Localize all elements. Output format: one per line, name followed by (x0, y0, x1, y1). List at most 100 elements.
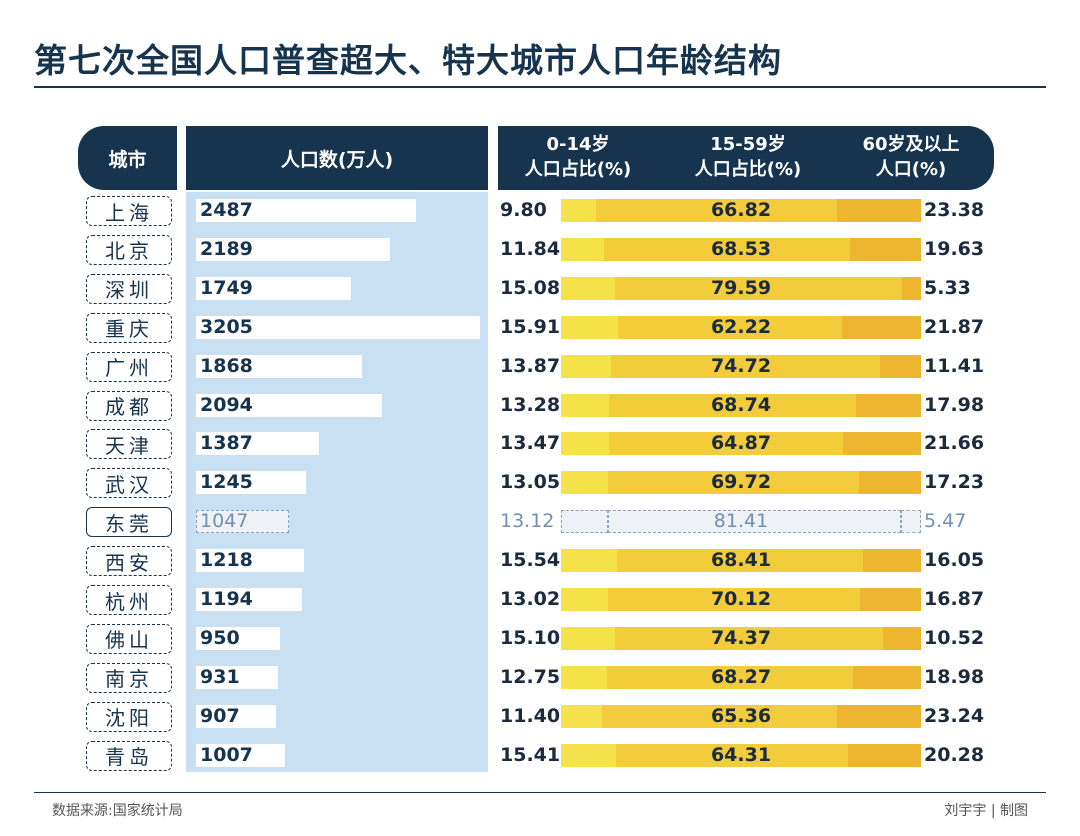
age-structure-bar (561, 510, 921, 534)
table-row: 西安 1218 15.54 68.41 16.05 (0, 542, 1080, 581)
header-age-0-14-line1: 0-14岁 (546, 134, 610, 155)
age-structure-bar (561, 315, 921, 339)
table-row: 深圳 1749 15.08 79.59 5.33 (0, 270, 1080, 309)
table-row: 重庆 3205 15.91 62.22 21.87 (0, 309, 1080, 348)
age-60-value: 23.38 (924, 199, 985, 221)
header-age-15-59-line1: 15-59岁 (710, 134, 786, 155)
age-0-14-segment (561, 588, 608, 611)
table-row: 天津 1387 13.47 64.87 21.66 (0, 425, 1080, 464)
population-value: 1245 (200, 471, 253, 494)
age-0-14-segment (561, 276, 616, 300)
age-0-14-value: 15.10 (500, 626, 561, 649)
table-row: 青岛 1007 15.41 64.31 20.28 (0, 737, 1080, 776)
population-bar (196, 354, 362, 378)
age-0-14-value: 13.05 (500, 471, 561, 494)
population-value: 931 (200, 665, 240, 688)
header-age-0-14: 0-14岁 人口占比(%) (518, 132, 638, 182)
age-structure-bar (561, 199, 921, 222)
age-structure-bar (561, 432, 921, 456)
age-structure-bar (561, 665, 921, 689)
population-value: 1047 (200, 510, 249, 533)
age-0-14-segment (561, 237, 604, 261)
city-label: 西安 (86, 546, 172, 577)
age-structure-bar (561, 237, 921, 261)
age-15-59-segment (596, 199, 837, 222)
age-60-value: 23.24 (924, 704, 985, 727)
age-15-59-value: 74.72 (710, 354, 772, 377)
table-row: 广州 1868 13.87 74.72 11.41 (0, 348, 1080, 387)
age-60-segment (858, 471, 921, 495)
population-value: 1194 (200, 588, 253, 610)
age-0-14-segment (561, 393, 609, 417)
chart-title: 第七次全国人口普查超大、特大城市人口年龄结构 (34, 41, 782, 80)
age-0-14-segment (561, 665, 607, 689)
age-15-59-value: 66.82 (710, 199, 772, 221)
age-structure-bar (561, 354, 921, 378)
population-value: 1868 (200, 354, 253, 377)
age-15-59-value: 68.27 (710, 665, 772, 688)
age-60-segment (843, 432, 921, 456)
population-value: 1749 (200, 276, 253, 299)
population-value: 1387 (200, 432, 253, 455)
age-15-59-value: 65.36 (710, 704, 772, 727)
age-0-14-segment (561, 315, 619, 339)
age-15-59-segment (603, 237, 851, 261)
age-0-14-value: 13.28 (500, 393, 561, 416)
header-age-60-line2: 人口(%) (875, 159, 947, 180)
age-60-segment (837, 704, 921, 728)
age-60-segment (856, 393, 921, 417)
city-label: 青岛 (86, 740, 172, 771)
age-60-segment (842, 315, 921, 339)
age-structure-bar (561, 393, 921, 417)
population-bar (196, 276, 351, 300)
age-15-59-value: 68.41 (710, 549, 772, 572)
age-structure-bar (561, 704, 921, 728)
city-label: 南京 (86, 662, 172, 693)
age-15-59-segment (602, 704, 838, 728)
population-value: 950 (200, 626, 240, 649)
population-bar (196, 549, 304, 573)
age-60-value: 17.98 (924, 393, 985, 416)
population-bar (196, 471, 307, 495)
age-0-14-segment (561, 471, 608, 495)
age-structure-bar (561, 549, 921, 573)
age-15-59-value: 64.31 (710, 743, 772, 766)
age-60-value: 18.98 (924, 665, 985, 688)
population-value: 2189 (200, 237, 253, 260)
population-value: 907 (200, 704, 240, 727)
population-value: 2487 (200, 199, 253, 221)
city-label: 东莞 (86, 507, 172, 538)
age-15-59-segment (609, 432, 844, 456)
population-bar (196, 315, 480, 339)
age-0-14-value: 11.84 (500, 237, 561, 260)
age-15-59-segment (608, 393, 857, 417)
age-60-segment (883, 626, 921, 650)
age-15-59-value: 70.12 (710, 588, 772, 610)
city-label: 武汉 (86, 468, 172, 499)
age-60-value: 21.66 (924, 432, 985, 455)
header-age-60-line1: 60岁及以上 (862, 134, 960, 155)
age-0-14-segment (561, 549, 617, 573)
age-15-59-value: 64.87 (710, 432, 772, 455)
table-row: 佛山 950 15.10 74.37 10.52 (0, 620, 1080, 659)
age-60-value: 17.23 (924, 471, 985, 494)
age-60-value: 5.47 (924, 510, 967, 533)
age-15-59-value: 79.59 (710, 276, 772, 299)
header-age-15-59: 15-59岁 人口占比(%) (680, 132, 816, 182)
age-15-59-value: 68.53 (710, 237, 772, 260)
population-value: 3205 (200, 315, 253, 338)
age-0-14-value: 9.80 (500, 199, 547, 221)
table-row: 南京 931 12.75 68.27 18.98 (0, 659, 1080, 698)
age-15-59-value: 74.37 (710, 626, 772, 649)
age-60-value: 19.63 (924, 237, 985, 260)
age-0-14-value: 15.41 (500, 743, 561, 766)
header-population: 人口数(万人) (186, 126, 488, 190)
population-value: 1218 (200, 549, 253, 572)
age-60-value: 11.41 (924, 354, 985, 377)
population-bar (196, 743, 286, 767)
population-bar (196, 626, 281, 650)
footer-divider (34, 792, 1046, 793)
table-row: 东莞 1047 13.12 81.41 5.47 (0, 503, 1080, 542)
population-bar (196, 510, 289, 534)
age-60-value: 16.87 (924, 588, 985, 610)
